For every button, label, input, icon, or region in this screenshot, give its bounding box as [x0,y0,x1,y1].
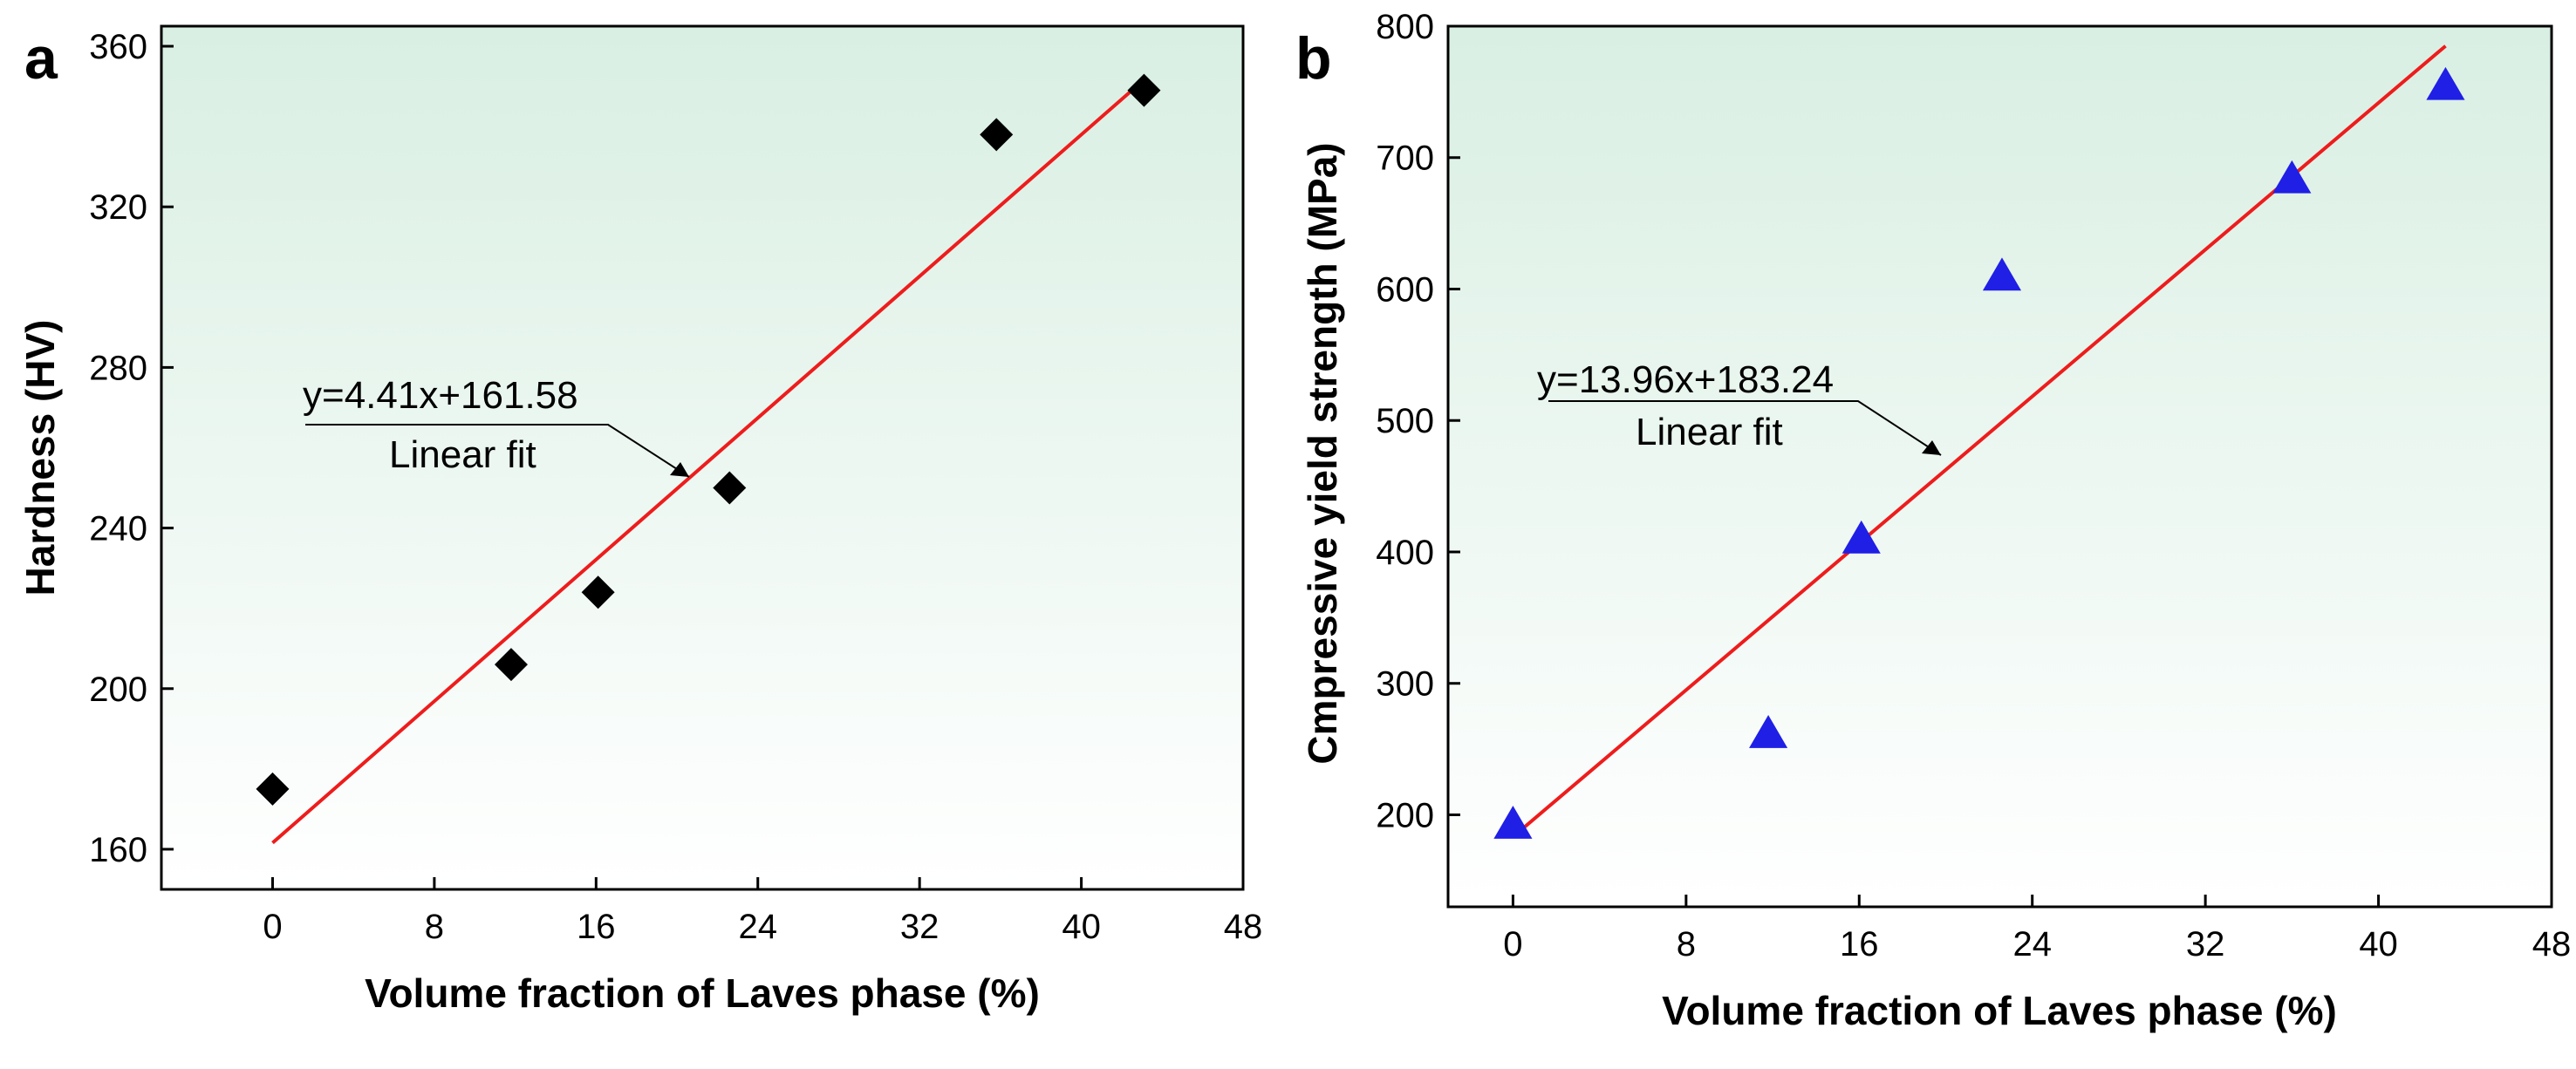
x-tick-label-b-5: 40 [2359,925,2398,963]
plot-frame-b [1446,24,2553,909]
data-point-a-0-4 [980,118,1014,152]
x-tick-label-a-6: 48 [1224,908,1263,946]
y-tick-label-a-0: 160 [89,831,147,869]
data-point-b-0-4 [2272,160,2312,194]
x-tick-label-a-3: 24 [738,908,777,946]
y-tick-label-a-5: 360 [89,28,147,66]
x-tick-label-a-5: 40 [1062,908,1101,946]
data-point-b-0-5 [2426,66,2465,100]
y-tick-label-a-2: 240 [89,510,147,548]
x-tick-label-b-0: 0 [1503,925,1522,963]
data-point-b-0-3 [1982,257,2022,291]
annotation-arrowhead-a [670,462,689,477]
chart-panel-a: a 0 8 16 24 32 40 48 160 200 240 280 320 360 y=4.41x… [17,24,1262,1016]
plot-frame-a [160,24,1245,891]
y-axis-title-a: Hardness (HV) [17,320,63,596]
y-tick-label-a-1: 200 [89,671,147,709]
fit-label-a: Linear fit [389,433,536,476]
chart-panel-b: b 0 8 16 24 32 40 48 200 300 400 500 600 700 800 y=13… [1295,8,2571,1033]
data-point-b-0-1 [1749,715,1788,748]
data-point-b-0-2 [1841,520,1881,554]
y-tick-label-b-5: 700 [1376,140,1434,178]
data-point-a-0-2 [581,575,615,609]
data-point-a-0-5 [1127,73,1161,107]
y-tick-label-a-4: 320 [89,188,147,227]
plot-area-a [161,26,1243,889]
fit-line-a [271,78,1145,845]
x-tick-label-b-2: 16 [1840,925,1879,963]
x-tick-label-b-6: 48 [2532,925,2572,963]
data-point-a-0-3 [713,471,747,505]
data-point-b-0-0 [1493,806,1533,839]
panel-label-b: b [1295,25,1332,92]
y-tick-label-b-6: 800 [1376,8,1434,46]
plot-area-b [1448,26,2552,907]
x-tick-label-a-1: 8 [425,908,444,946]
annotation-a: y=4.41x+161.58 Linear fit [303,374,690,478]
x-tick-label-a-2: 16 [577,908,616,946]
annotation-leader-b [1548,400,1942,456]
fit-equation-b: y=13.96x+183.24 [1537,358,1834,401]
y-tick-label-b-0: 200 [1376,796,1434,834]
y-tick-label-a-3: 280 [89,349,147,387]
data-point-a-0-0 [256,772,290,806]
y-tick-label-b-2: 400 [1376,534,1434,572]
annotation-arrowhead-b [1922,440,1941,455]
y-tick-label-b-1: 300 [1376,665,1434,704]
y-tick-label-b-3: 500 [1376,402,1434,440]
panel-label-a: a [24,25,58,92]
y-axis-title-b: Cmpressive yield strength (MPa) [1300,142,1345,764]
x-tick-label-b-4: 32 [2186,925,2225,963]
annotation-b: y=13.96x+183.24 Linear fit [1537,358,1942,456]
fit-equation-a: y=4.41x+161.58 [303,374,578,417]
marks-a: 0 8 16 24 32 40 48 160 200 240 280 320 360 [89,28,1262,946]
y-tick-label-b-4: 600 [1376,270,1434,309]
x-axis-title-b: Volume fraction of Laves phase (%) [1662,988,2337,1033]
x-tick-label-a-0: 0 [263,908,282,946]
fit-label-b: Linear fit [1636,411,1783,453]
x-axis-title-a: Volume fraction of Laves phase (%) [365,970,1040,1016]
annotation-leader-a [305,424,690,478]
x-tick-label-b-1: 8 [1677,925,1696,963]
x-tick-label-a-4: 32 [900,908,940,946]
x-tick-label-b-3: 24 [2012,925,2052,963]
data-point-a-0-1 [494,648,528,682]
